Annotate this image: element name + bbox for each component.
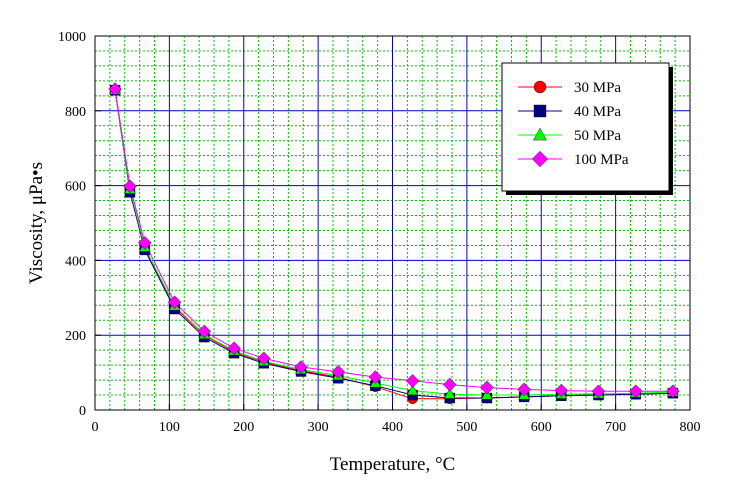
axis-ticks [94,35,691,411]
y-tick-label: 800 [65,105,86,120]
series-line [114,90,673,399]
y-tick-label: 0 [79,404,86,419]
y-axis-label: Viscosity, μPa•s [26,162,47,284]
x-axis-label: Temperature, °C [330,454,456,475]
data-point-triangle [443,388,456,399]
series-line [114,89,673,396]
legend-label: 100 MPa [574,152,629,168]
legend: 30 MPa 40 MPa 50 MPa 100 MPa [501,62,673,195]
data-point-diamond [108,82,122,96]
data-point-diamond [197,324,212,339]
data-point-diamond [405,374,420,388]
legend-label: 40 MPa [574,104,621,120]
y-tick-label: 600 [65,180,86,195]
x-tick-label: 300 [308,420,329,435]
x-tick-label: 0 [92,420,99,435]
series-markers [108,82,680,404]
y-tick-labels: 0 200 400 600 800 1000 [58,30,86,419]
data-point-diamond [591,384,606,399]
data-point-diamond [294,360,308,374]
legend-label: 50 MPa [574,128,621,144]
x-tick-label: 700 [605,420,626,435]
legend-label: 30 MPa [574,80,621,96]
y-tick-label: 400 [65,254,86,269]
data-point-diamond [123,179,137,194]
data-point-diamond [666,384,680,399]
data-point-diamond [368,370,383,384]
data-point-diamond [531,150,549,168]
data-point-diamond [167,295,182,310]
x-tick-label: 500 [456,420,477,435]
data-point-triangle [533,127,547,141]
data-point-diamond [554,383,569,398]
data-point-diamond [628,384,643,399]
data-point-circle [533,80,547,94]
data-point-triangle [406,384,419,396]
data-point-diamond [257,351,271,366]
x-tick-label: 400 [382,420,403,435]
x-tick-labels: 0 100 200 300 400 500 600 700 800 [92,420,701,435]
data-point-square [533,104,547,118]
legend-box [501,62,670,192]
data-point-diamond [227,341,241,356]
x-tick-label: 100 [159,420,180,435]
data-point-diamond [331,365,345,379]
data-point-diamond [138,236,152,250]
x-tick-label: 800 [680,420,701,435]
y-tick-label: 1000 [58,30,86,45]
data-point-diamond [442,377,457,392]
x-tick-label: 600 [531,420,552,435]
data-point-diamond [517,382,531,397]
y-tick-label: 200 [65,329,86,344]
x-tick-label: 200 [233,420,254,435]
data-point-diamond [480,380,494,395]
